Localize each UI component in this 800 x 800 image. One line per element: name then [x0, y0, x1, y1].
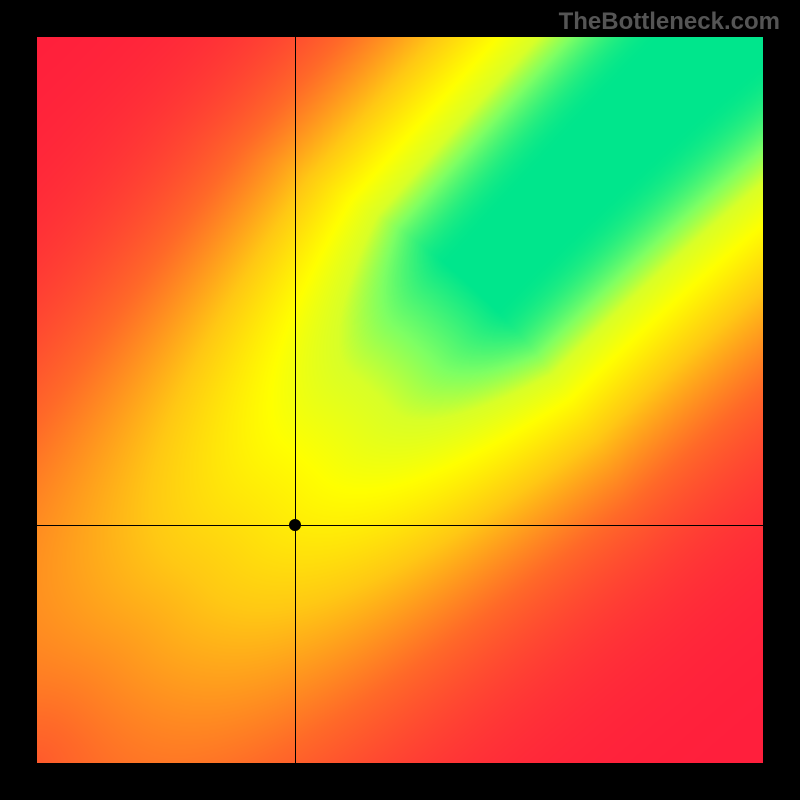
crosshair-horizontal	[37, 525, 763, 526]
bottleneck-heatmap	[37, 37, 763, 763]
crosshair-vertical	[295, 37, 296, 763]
watermark-text: TheBottleneck.com	[559, 8, 780, 36]
heatmap-canvas	[37, 37, 763, 763]
data-point-marker	[289, 519, 301, 531]
